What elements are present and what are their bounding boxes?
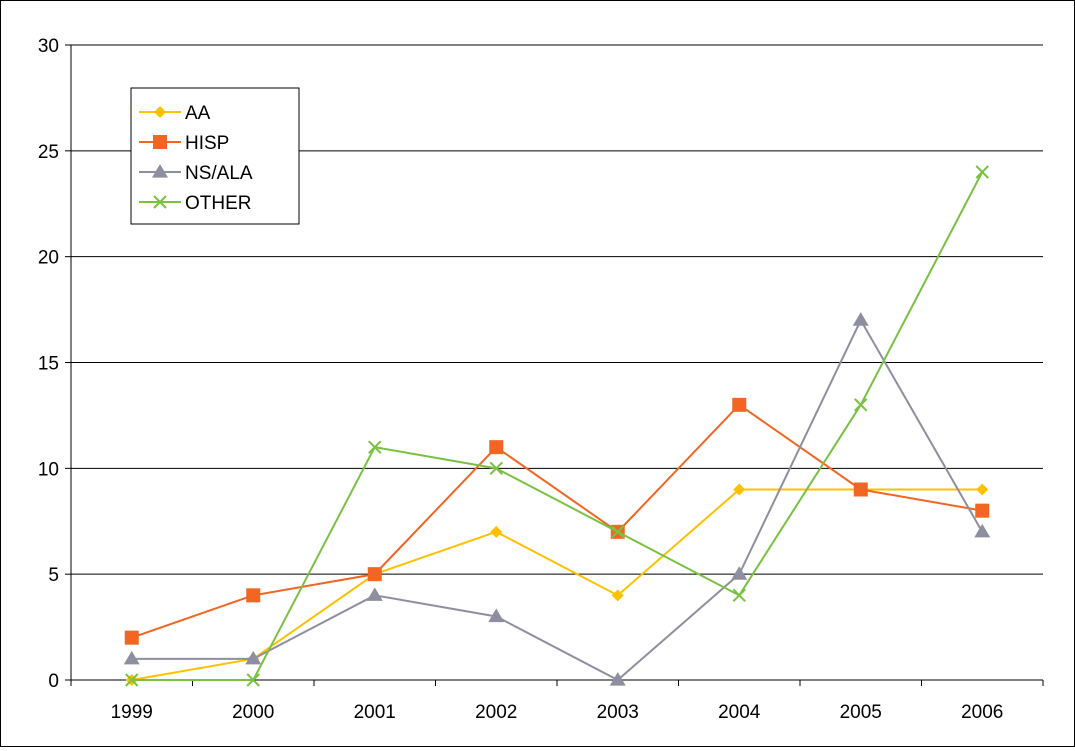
data-point-ns-ala xyxy=(245,650,262,665)
legend-entry-hisp: HISP xyxy=(139,133,229,154)
data-point-other xyxy=(368,440,382,454)
x-tick-label: 2001 xyxy=(354,702,396,723)
data-point-ns-ala xyxy=(852,312,869,326)
series-hisp xyxy=(124,397,990,645)
data-point-ns-ala xyxy=(731,566,748,580)
square-marker xyxy=(153,135,167,149)
data-point-ns-ala xyxy=(488,608,505,623)
diamond-marker xyxy=(154,106,166,118)
y-tick-label: 20 xyxy=(38,248,59,269)
x-tick-label: 2004 xyxy=(718,702,761,723)
x-marker-stroke xyxy=(975,165,989,179)
y-tick-label: 15 xyxy=(38,354,59,375)
series-line-other xyxy=(131,171,984,681)
x-tick-label: 2002 xyxy=(475,702,517,723)
series-line-ns-ala xyxy=(131,318,984,682)
data-point-hisp xyxy=(367,567,382,582)
x-marker-stroke xyxy=(153,195,167,209)
diamond-marker xyxy=(976,483,989,496)
series-line-aa xyxy=(131,488,983,681)
series-ns-ala xyxy=(123,312,991,686)
legend-entry-ns-ala: NS/ALA xyxy=(139,163,253,184)
data-point-hisp xyxy=(124,630,139,645)
data-point-ns-ala xyxy=(366,587,383,601)
legend-label: HISP xyxy=(185,133,229,154)
y-tick-label: 10 xyxy=(38,459,59,480)
triangle-marker xyxy=(123,650,140,665)
legend-entry-other: OTHER xyxy=(139,193,252,214)
series-line-hisp xyxy=(131,403,983,639)
square-marker xyxy=(975,503,990,518)
data-point-hisp xyxy=(732,397,747,412)
x-marker-stroke xyxy=(854,398,868,412)
square-marker xyxy=(124,630,139,645)
triangle-marker xyxy=(974,523,991,538)
square-marker xyxy=(489,440,504,455)
triangle-marker xyxy=(852,312,869,326)
diamond-marker xyxy=(733,483,746,496)
data-point-ns-ala xyxy=(974,523,991,538)
data-point-aa xyxy=(976,483,989,496)
data-point-other xyxy=(125,673,139,687)
y-tick-label: 5 xyxy=(48,565,59,586)
x-marker-stroke xyxy=(732,588,746,603)
x-tick-label: 2005 xyxy=(840,702,882,723)
data-point-other xyxy=(611,525,625,539)
data-point-ns-ala xyxy=(609,672,626,686)
legend-marker xyxy=(153,135,167,149)
triangle-marker xyxy=(245,650,262,665)
data-point-other xyxy=(489,461,503,476)
series-other xyxy=(125,165,989,687)
square-marker xyxy=(246,588,261,603)
diamond-marker xyxy=(611,589,624,602)
data-point-hisp xyxy=(246,588,261,603)
data-point-other xyxy=(975,165,989,179)
data-point-aa xyxy=(490,525,503,538)
square-marker xyxy=(853,482,868,497)
x-marker-stroke xyxy=(246,673,260,687)
x-marker-stroke xyxy=(368,440,382,454)
data-point-aa xyxy=(611,589,624,602)
x-tick-label: 2003 xyxy=(597,702,639,723)
diamond-marker xyxy=(490,525,503,538)
data-point-other xyxy=(732,588,746,603)
y-tick-label: 0 xyxy=(48,671,59,692)
legend-marker xyxy=(154,106,166,118)
data-point-hisp xyxy=(853,482,868,497)
legend: AA HISP NS/ALA OTHER xyxy=(130,87,300,225)
data-point-other xyxy=(854,398,868,412)
legend-label: OTHER xyxy=(185,193,252,214)
legend-label: NS/ALA xyxy=(185,163,253,184)
legend-marker xyxy=(152,164,168,178)
data-point-hisp xyxy=(489,440,504,455)
legend-marker xyxy=(153,195,167,209)
x-tick-label: 2006 xyxy=(961,702,1003,723)
legend-entry-aa: AA xyxy=(139,103,211,124)
triangle-marker xyxy=(366,587,383,601)
y-tick-label: 25 xyxy=(38,142,59,163)
x-tick-label: 2000 xyxy=(232,702,274,723)
triangle-marker xyxy=(731,566,748,580)
data-point-aa xyxy=(733,483,746,496)
triangle-marker xyxy=(152,164,168,178)
square-marker xyxy=(732,397,747,412)
data-point-ns-ala xyxy=(123,650,140,665)
x-marker-stroke xyxy=(611,525,625,539)
x-tick-labels: 1999 2000 2001 2002 2003 2004 2005 2006 xyxy=(111,702,1004,723)
x-tick-label: 1999 xyxy=(111,702,153,723)
triangle-marker xyxy=(609,672,626,686)
triangle-marker xyxy=(488,608,505,623)
data-point-hisp xyxy=(975,503,990,518)
x-marker-stroke xyxy=(125,673,139,687)
legend-label: AA xyxy=(185,103,211,124)
y-tick-labels: 0 5 10 15 20 25 30 xyxy=(38,36,59,692)
series-lines xyxy=(123,165,991,687)
x-marker-stroke xyxy=(489,461,503,476)
y-tick-label: 30 xyxy=(38,36,59,57)
data-point-other xyxy=(246,673,260,687)
square-marker xyxy=(367,567,382,582)
